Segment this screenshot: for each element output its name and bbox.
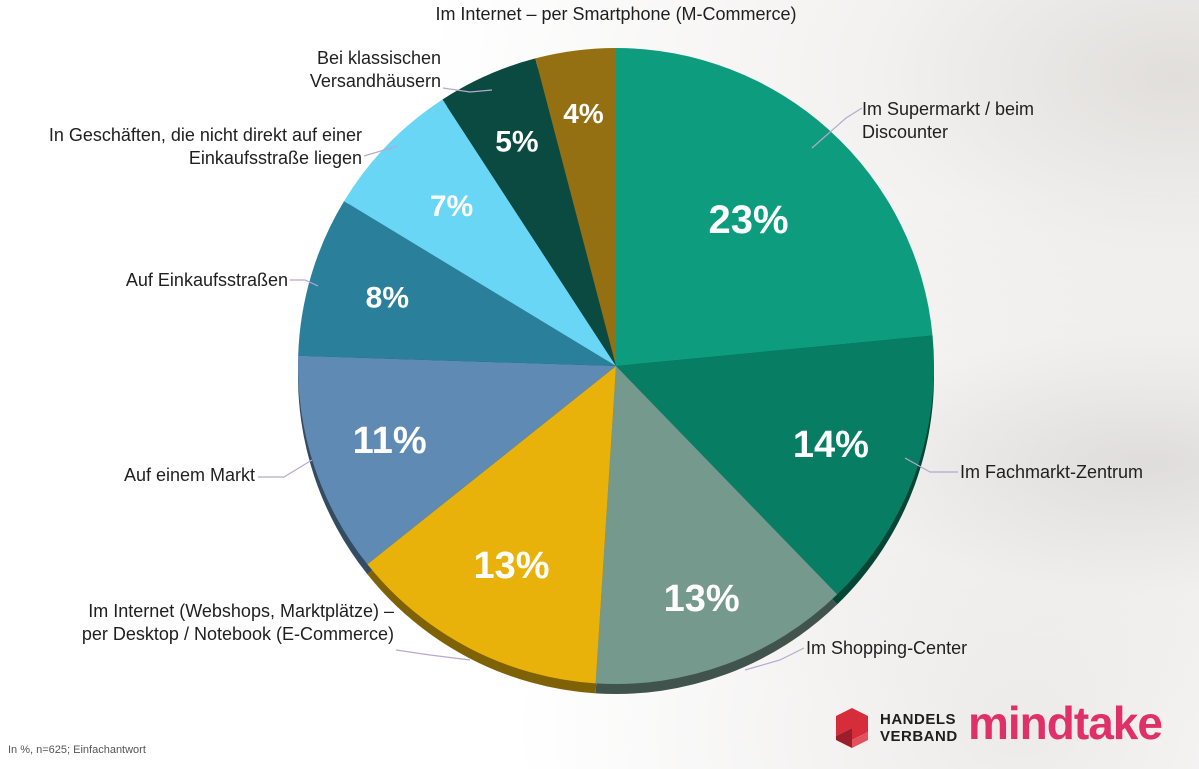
pie-slice — [344, 99, 616, 367]
slice-value-label: 13% — [474, 545, 550, 587]
slice-category-label: Auf Einkaufsstraßen — [126, 270, 288, 290]
leader-line — [904, 457, 958, 473]
pie-slice — [616, 335, 934, 595]
handelsverband-line2: VERBAND — [880, 728, 958, 745]
pie-slice — [298, 355, 616, 565]
leader-line — [258, 459, 313, 478]
footnote: In %, n=625; Einfachantwort — [8, 744, 146, 756]
leader-line — [395, 649, 471, 661]
slice-category-label: Auf einem Markt — [124, 465, 255, 485]
pie-slices — [298, 48, 934, 684]
category-labels: Im Supermarkt / beim Discounter Im Fachmar… — [49, 4, 1143, 658]
mindtake-logo: mindtake — [968, 697, 1163, 749]
slice-category-label: Im Fachmarkt-Zentrum — [960, 462, 1143, 482]
pie-slice — [535, 48, 616, 366]
leader-line — [811, 107, 863, 149]
leader-line — [442, 87, 493, 93]
handelsverband-line1: HANDELS — [880, 711, 957, 728]
handelsverband-wordmark: HANDELS VERBAND — [880, 711, 958, 745]
leader-line — [290, 279, 319, 287]
slice-value-label: 13% — [664, 578, 740, 620]
leader-line — [363, 145, 399, 157]
pie-slice — [442, 58, 616, 366]
slice-value-label: 14% — [793, 424, 869, 466]
slice-category-label: Bei klassischen Versandhäusern — [310, 48, 441, 91]
slice-value-label: 23% — [709, 198, 789, 242]
pie-slice — [616, 48, 933, 366]
slice-category-label: Im Internet – per Smartphone (M-Commerce… — [435, 4, 796, 24]
slice-category-label: In Geschäften, die nicht direkt auf eine… — [49, 125, 362, 168]
slice-value-label: 4% — [563, 98, 604, 129]
handelsverband-mark-icon — [836, 708, 868, 748]
pie-slice — [595, 366, 838, 684]
slice-value-label: 11% — [353, 420, 427, 462]
leader-lines — [258, 87, 958, 671]
pie-slice — [298, 201, 616, 366]
value-labels: 23% 14% 13% 13% 11% 8% 7% 5% 4% — [353, 98, 869, 620]
handelsverband-logo: HANDELS VERBAND — [832, 704, 958, 752]
slice-category-label: Im Internet (Webshops, Marktplätze) – per… — [82, 601, 394, 644]
slice-category-label: Im Shopping-Center — [806, 638, 967, 658]
slice-value-label: 7% — [430, 190, 473, 223]
slice-value-label: 8% — [366, 282, 409, 315]
leader-line — [744, 647, 805, 671]
slice-category-label: Im Supermarkt / beim Discounter — [862, 99, 1034, 142]
pie-slice — [367, 366, 616, 684]
slice-value-label: 5% — [495, 126, 538, 159]
